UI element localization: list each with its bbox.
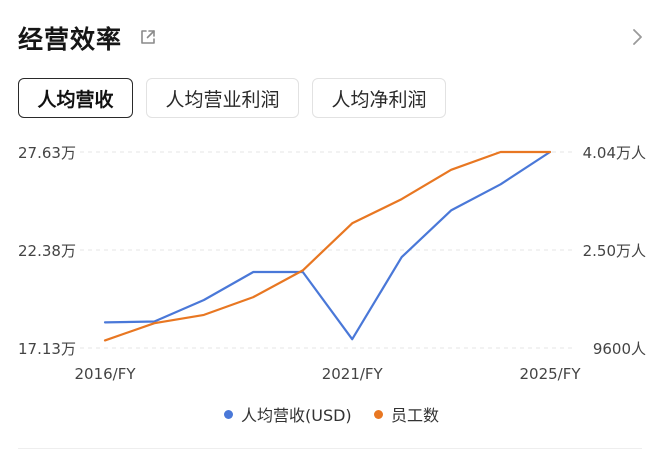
- x-tick-label: 2016/FY: [74, 365, 136, 383]
- chart-canvas: 27.63万 22.38万 17.13万 4.04万人 2.50万人 9600人 2016/…: [18, 144, 646, 383]
- section-title: 经营效率: [18, 25, 123, 54]
- grid-layer: [80, 151, 575, 349]
- chart-legend: 人均营收(USD) 员工数: [0, 402, 660, 426]
- legend-dot: [224, 409, 233, 419]
- x-tick-label: 2025/FY: [519, 365, 581, 383]
- chevron-right-icon[interactable]: [628, 25, 646, 49]
- y-right-tick-label: 9600人: [593, 340, 646, 358]
- tab-operating-profit-per-employee[interactable]: 人均营业利润: [146, 78, 299, 118]
- y-right-tick-label: 2.50万人: [583, 242, 646, 260]
- y-left-tick-label: 17.13万: [18, 340, 76, 358]
- tab-net-profit-per-employee[interactable]: 人均净利润: [312, 78, 446, 118]
- y-right-tick-label: 4.04万人: [583, 144, 646, 162]
- y-left-tick-label: 22.38万: [18, 242, 76, 260]
- legend-label: 员工数: [391, 406, 440, 425]
- series-line-0: [103, 150, 552, 341]
- tab-revenue-per-employee[interactable]: 人均营收: [18, 78, 133, 118]
- legend-dot: [374, 409, 383, 419]
- tab-label: 人均营业利润: [165, 88, 280, 111]
- tab-label: 人均营收: [37, 88, 114, 111]
- label-layer: 27.63万 22.38万 17.13万 4.04万人 2.50万人 9600人 2016/…: [18, 144, 646, 383]
- x-tick-label: 2021/FY: [322, 365, 384, 383]
- legend-item-revenue[interactable]: 人均营收(USD): [224, 402, 352, 426]
- series-layer: [103, 150, 552, 342]
- legend-item-employees[interactable]: 员工数: [374, 402, 439, 426]
- tab-label: 人均净利润: [331, 88, 427, 111]
- y-left-tick-label: 27.63万: [18, 144, 76, 162]
- series-line-1: [103, 150, 552, 342]
- legend-label: 人均营收(USD): [241, 406, 352, 425]
- section-header: 经营效率: [18, 18, 646, 58]
- share-icon[interactable]: [138, 27, 158, 47]
- efficiency-line-chart: 27.63万 22.38万 17.13万 4.04万人 2.50万人 9600人 2016/…: [0, 132, 660, 392]
- divider: [18, 448, 642, 449]
